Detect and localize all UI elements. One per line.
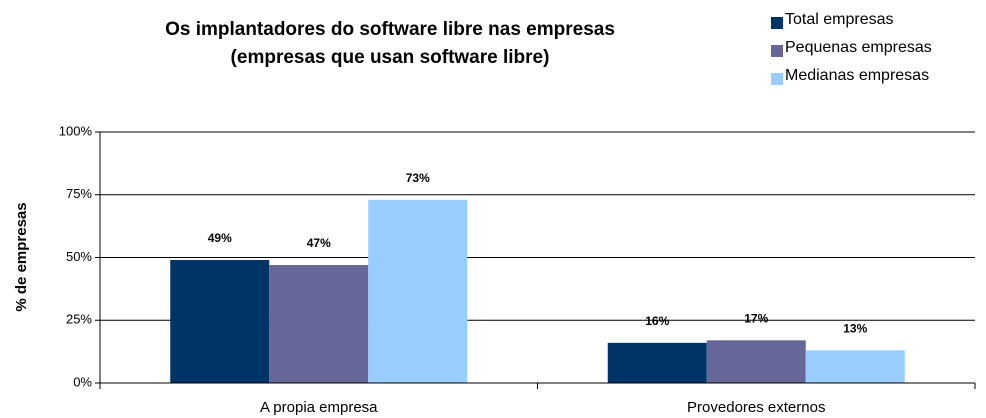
chart-title: Os implantadores do software libre nas e… [165,19,615,40]
value-label: 16% [645,314,669,328]
bar [607,342,707,383]
y-tick-label: 25% [66,312,92,327]
chart-subtitle: (empresas que usan software libre) [231,47,550,68]
legend-label: Medianas empresas [785,67,929,84]
value-label: 73% [406,171,430,185]
bar [706,340,806,383]
bar [269,265,369,383]
y-tick-label: 100% [59,123,93,138]
y-tick-label: 0% [73,374,92,389]
y-tick-label: 50% [66,249,92,264]
bar [170,260,270,383]
x-tick-label: A propia empresa [260,399,378,416]
value-label: 49% [208,231,232,245]
legend-swatch [771,17,783,29]
bar [368,199,468,383]
y-axis-label: % de empresas [13,202,30,311]
bar [805,350,905,383]
legend-swatch [771,45,783,57]
y-tick-label: 75% [66,186,92,201]
value-label: 13% [843,322,867,336]
x-tick-label: Provedores externos [687,399,825,416]
legend-label: Pequenas empresas [785,39,932,56]
legend-swatch [771,73,783,85]
value-label: 47% [307,236,331,250]
value-label: 17% [744,312,768,326]
legend-label: Total empresas [785,11,894,28]
